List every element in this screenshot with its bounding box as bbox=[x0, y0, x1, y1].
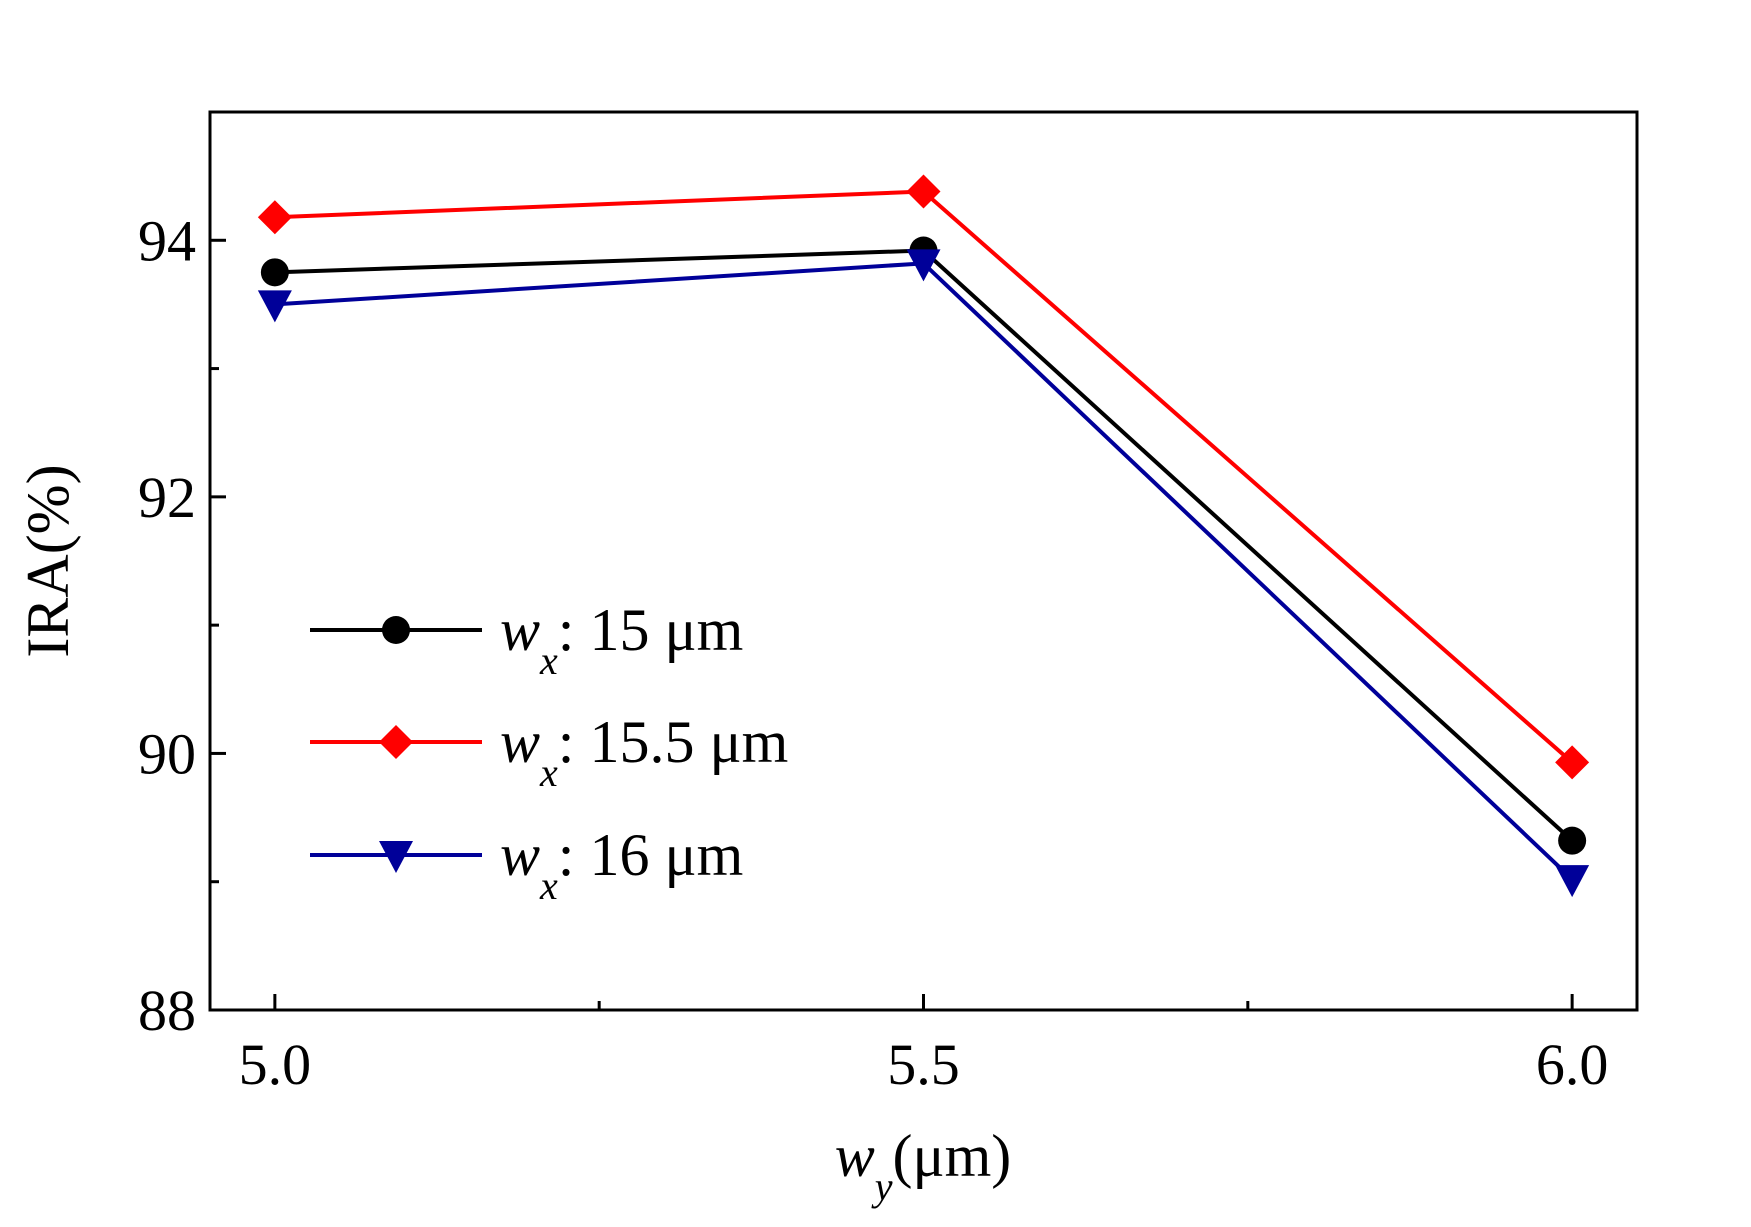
legend-label: wx: 15 μm bbox=[500, 597, 743, 683]
x-tick-label: 5.5 bbox=[887, 1032, 960, 1097]
legend-item-1: wx: 15 μm bbox=[310, 597, 743, 683]
x-axis: 5.0 5.5 6.0 bbox=[239, 994, 1609, 1097]
x-axis-title-sub: y bbox=[871, 1164, 893, 1209]
legend-label-text: : 15 μm bbox=[558, 597, 744, 663]
legend-label-text: : 15.5 μm bbox=[558, 709, 789, 775]
x-tick-label: 5.0 bbox=[239, 1032, 312, 1097]
series-1 bbox=[260, 236, 1587, 855]
legend-marker bbox=[379, 725, 413, 759]
legend-label-main: w bbox=[500, 709, 540, 775]
series-2 bbox=[257, 174, 1590, 780]
legend-label-sub: x bbox=[539, 863, 558, 908]
x-tick-label: 6.0 bbox=[1536, 1032, 1609, 1097]
legend-label-text: : 16 μm bbox=[558, 822, 744, 888]
data-point bbox=[906, 174, 941, 209]
legend-label: wx: 16 μm bbox=[500, 822, 743, 908]
legend-label-sub: x bbox=[539, 638, 558, 683]
data-point bbox=[257, 290, 292, 323]
series-layer bbox=[257, 174, 1590, 898]
data-point bbox=[1558, 826, 1587, 855]
series-3 bbox=[257, 249, 1590, 898]
legend-label-sub: x bbox=[539, 750, 558, 795]
legend-label: wx: 15.5 μm bbox=[500, 709, 788, 795]
data-point bbox=[1555, 865, 1590, 898]
legend-marker bbox=[379, 841, 413, 873]
y-axis: 88 90 92 94 bbox=[138, 208, 226, 1043]
y-tick-label: 94 bbox=[138, 208, 196, 273]
x-axis-title-main: w bbox=[835, 1123, 875, 1189]
data-point bbox=[906, 249, 941, 282]
legend-label-main: w bbox=[500, 597, 540, 663]
y-tick-label: 92 bbox=[138, 465, 196, 530]
x-axis-title-unit: (μm) bbox=[892, 1123, 1011, 1189]
y-tick-label: 88 bbox=[138, 978, 196, 1043]
y-axis-title: IRA(%) bbox=[15, 464, 81, 657]
data-point bbox=[1555, 745, 1590, 780]
legend-marker bbox=[382, 616, 410, 644]
legend-item-2: wx: 15.5 μm bbox=[310, 709, 788, 795]
legend-label-main: w bbox=[500, 822, 540, 888]
y-tick-label: 90 bbox=[138, 721, 196, 786]
data-point bbox=[260, 258, 289, 287]
series-line bbox=[274, 261, 1574, 881]
series-line bbox=[274, 248, 1574, 843]
x-axis-title: wy(μm) bbox=[835, 1123, 1012, 1209]
data-point bbox=[257, 200, 292, 235]
legend-item-3: wx: 16 μm bbox=[310, 822, 743, 908]
